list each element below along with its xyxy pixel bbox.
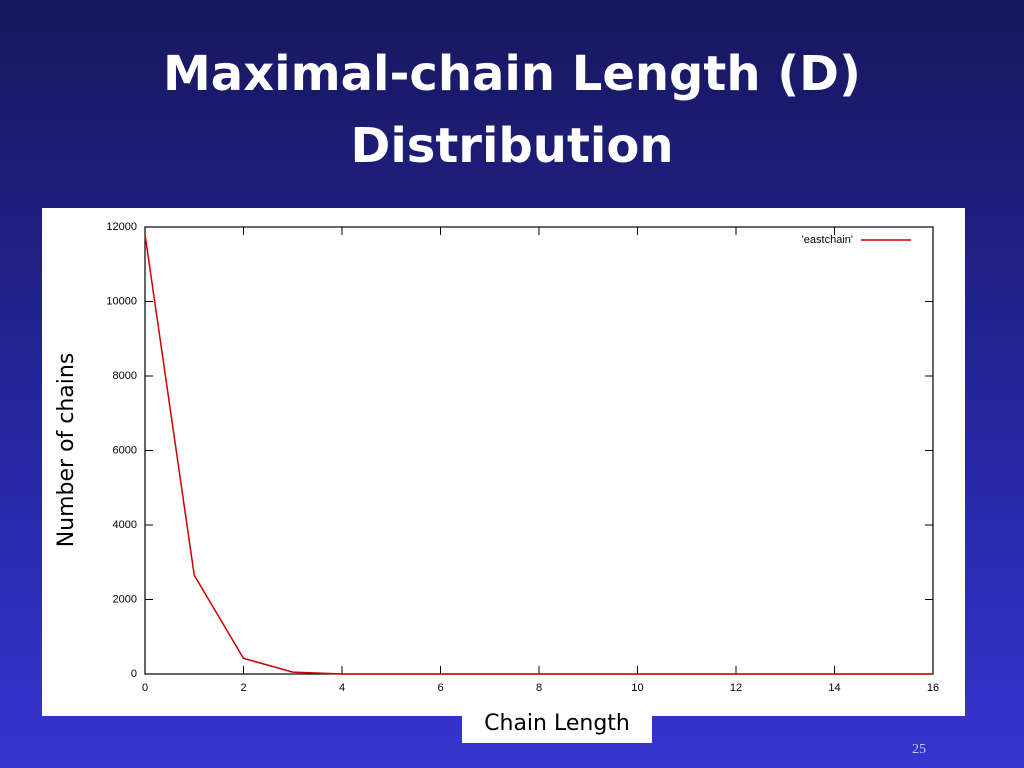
y-tick-label: 12000 bbox=[106, 221, 137, 233]
y-axis-label: Number of chains bbox=[54, 353, 79, 548]
y-label-box bbox=[52, 325, 81, 575]
x-tick-label: 6 bbox=[437, 682, 443, 694]
page-number: 25 bbox=[912, 742, 926, 757]
x-tick-label: 12 bbox=[730, 682, 742, 694]
x-tick-label: 4 bbox=[339, 682, 345, 694]
x-label-box bbox=[462, 706, 652, 743]
legend-label: 'eastchain' bbox=[802, 234, 853, 246]
y-tick-label: 10000 bbox=[106, 295, 137, 307]
x-tick-label: 16 bbox=[927, 682, 939, 694]
x-axis-label: Chain Length bbox=[484, 711, 630, 736]
y-tick-label: 4000 bbox=[113, 519, 137, 531]
y-tick-label: 6000 bbox=[113, 444, 137, 456]
y-tick-label: 2000 bbox=[113, 593, 137, 605]
x-tick-label: 0 bbox=[142, 682, 148, 694]
x-tick-label: 8 bbox=[536, 682, 542, 694]
slide-title: Maximal-chain Length (D) Distribution bbox=[163, 46, 861, 174]
y-tick-label: 8000 bbox=[113, 370, 137, 382]
x-tick-label: 2 bbox=[240, 682, 246, 694]
x-tick-label: 14 bbox=[828, 682, 840, 694]
line-series bbox=[144, 234, 933, 675]
y-tick-label: 0 bbox=[131, 668, 137, 680]
x-tick-label: 10 bbox=[631, 682, 643, 694]
chart-panel bbox=[42, 208, 965, 716]
